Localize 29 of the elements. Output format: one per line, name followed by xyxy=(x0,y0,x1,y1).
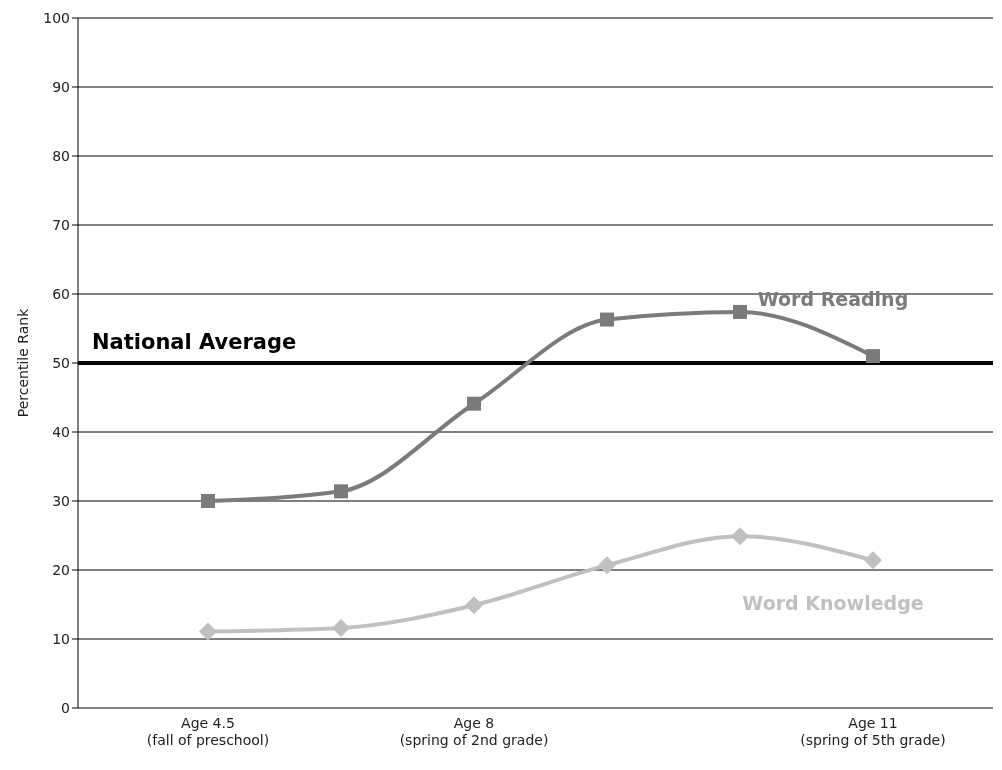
y-tick-label: 100 xyxy=(43,9,70,26)
point xyxy=(467,396,481,411)
x-tick-label: Age 8 (spring of 2nd grade) xyxy=(399,715,549,748)
y-tick-label: 40 xyxy=(52,423,70,440)
point xyxy=(465,596,483,615)
y-tick-label: 20 xyxy=(52,561,70,578)
y-tick-label: 0 xyxy=(61,699,70,716)
x-tick-label: Age 11 (spring of 5th grade) xyxy=(800,715,946,748)
ref-line-label: National Average xyxy=(92,330,297,354)
point xyxy=(598,556,616,575)
point xyxy=(600,312,614,327)
y-tick-label: 90 xyxy=(52,78,70,95)
x-tick-label: Age 4.5 (fall of preschool) xyxy=(146,715,270,748)
y-tick-label: 50 xyxy=(52,354,70,371)
point xyxy=(864,551,882,570)
y-tick-label: 80 xyxy=(52,147,70,164)
point xyxy=(199,622,217,641)
text: Word Knowledge xyxy=(742,592,924,615)
point xyxy=(866,349,880,364)
point xyxy=(733,304,747,319)
y-tick-label: 10 xyxy=(52,630,70,647)
y-tick-label: 60 xyxy=(52,285,70,302)
point xyxy=(201,494,215,508)
point xyxy=(332,618,350,637)
point xyxy=(731,527,749,546)
y-axis-title: Percentile Rank xyxy=(14,307,31,418)
y-tick-label: 30 xyxy=(52,492,70,509)
point xyxy=(334,484,348,499)
y-tick-label: 70 xyxy=(52,216,70,233)
